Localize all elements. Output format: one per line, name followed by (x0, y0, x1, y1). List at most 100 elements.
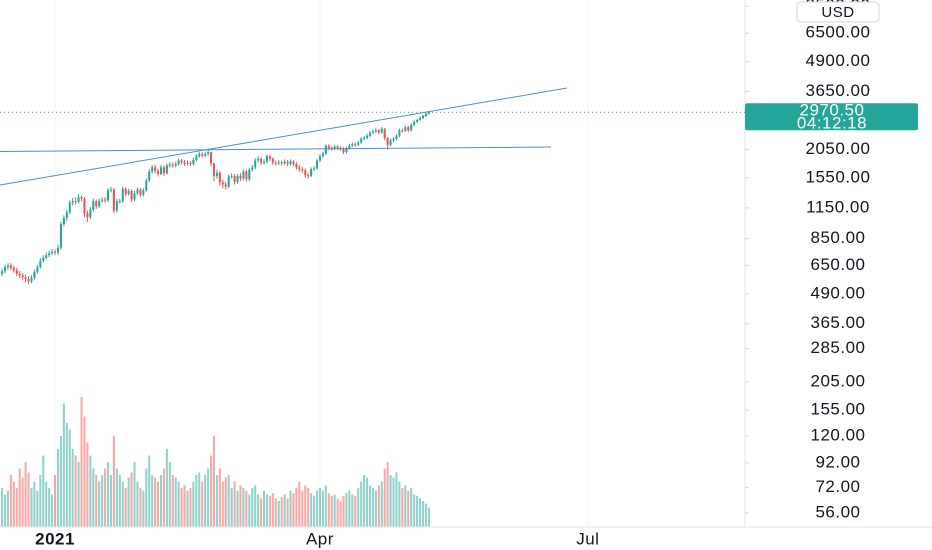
candle-body (215, 172, 218, 176)
volume-bar (307, 488, 310, 527)
current-price-label: 2970.50 (800, 101, 865, 120)
volume-bar (1, 488, 4, 527)
candle-body (351, 144, 354, 146)
volume-bar (174, 477, 177, 527)
volume-bar (404, 485, 407, 527)
candle-body (24, 277, 27, 279)
volume-bar (392, 477, 395, 527)
candle-body (286, 161, 289, 164)
volume-bar (321, 490, 324, 527)
volume-bar (204, 475, 207, 527)
candle-body (239, 175, 242, 179)
volume-bar (92, 468, 95, 527)
candle-body (318, 156, 321, 161)
volume-bar (109, 475, 113, 527)
candle-body (89, 209, 92, 218)
volume-bar (104, 468, 107, 527)
candle-body (159, 167, 163, 174)
candle-body (404, 127, 407, 131)
volume-bar (51, 494, 54, 527)
volume-bar (301, 490, 304, 527)
volume-bar (124, 488, 127, 527)
candle-body (145, 180, 148, 191)
candle-body (101, 199, 104, 202)
candle-body (336, 146, 339, 149)
volume-bar (89, 455, 92, 527)
volume-bar (286, 498, 289, 527)
candle-body (310, 169, 313, 176)
volume-bar (274, 498, 277, 527)
candle-body (112, 189, 115, 211)
candle-body (398, 130, 401, 136)
volume-bar (348, 490, 351, 527)
volume-bar (186, 490, 189, 527)
volume-bar (77, 462, 80, 527)
y-tick-label: 4900.00 (806, 51, 871, 70)
y-tick-label: 850.00 (811, 228, 866, 247)
candle-body (109, 189, 113, 191)
candle-body (33, 271, 36, 278)
volume-bar (157, 481, 160, 527)
volume-bar (257, 494, 260, 527)
candle-body (27, 278, 30, 282)
volume-bar (212, 436, 216, 527)
candle-body (77, 197, 80, 202)
volume-bar (159, 475, 163, 527)
volume-bar (236, 490, 239, 527)
candle-body (195, 156, 198, 160)
volume-bar (368, 485, 372, 527)
candle-body (180, 160, 183, 163)
price-axis: 8500.006500.004900.003650.002050.001550.… (745, 0, 870, 521)
candle-body (106, 190, 110, 201)
volume-bar (363, 475, 366, 527)
volume-bar (115, 468, 118, 527)
candle-body (56, 247, 60, 253)
candle-body (136, 189, 139, 194)
candle-body (9, 265, 12, 268)
candle-body (227, 176, 230, 187)
volume-bar (357, 488, 360, 527)
volume-bar (413, 494, 416, 527)
volume-bar (71, 449, 74, 527)
candle-body (204, 154, 207, 156)
candle-body (218, 172, 221, 183)
x-tick-label: 2021 (35, 529, 75, 548)
volume-bar (374, 490, 377, 527)
candle-body (274, 162, 277, 164)
candle-body (366, 135, 369, 139)
y-tick-label: 1550.00 (806, 167, 871, 186)
volume-bar (289, 490, 292, 527)
volume-bar (80, 397, 83, 527)
x-tick-label: Apr (306, 529, 334, 548)
candle-body (83, 198, 86, 214)
volume-bar (207, 468, 210, 527)
volume-bar (248, 494, 251, 527)
candle-body (124, 188, 127, 195)
candle-body (133, 193, 136, 200)
candle-body (321, 153, 324, 157)
y-tick-label: 92.00 (815, 452, 860, 471)
candle-body (186, 162, 189, 164)
candle-body (251, 167, 254, 170)
volume-bar (327, 493, 330, 527)
currency-box[interactable] (796, 1, 880, 23)
volume-bar (6, 490, 9, 527)
y-tick-label: 2050.00 (806, 139, 871, 158)
volume-bar (151, 475, 154, 527)
candle-body (118, 201, 121, 203)
volume-bar (383, 468, 386, 527)
candle-body (45, 255, 48, 259)
candle-body (383, 128, 386, 139)
candle-body (354, 144, 357, 146)
candle-body (268, 156, 271, 159)
volume-bar (251, 488, 254, 527)
candle-body (280, 162, 283, 164)
candle-body (257, 158, 260, 161)
volume-bar (342, 495, 345, 527)
candle-body (248, 169, 251, 180)
y-tick-label: 490.00 (811, 284, 866, 303)
volume-bar (133, 462, 136, 527)
y-tick-label: 365.00 (811, 313, 866, 332)
